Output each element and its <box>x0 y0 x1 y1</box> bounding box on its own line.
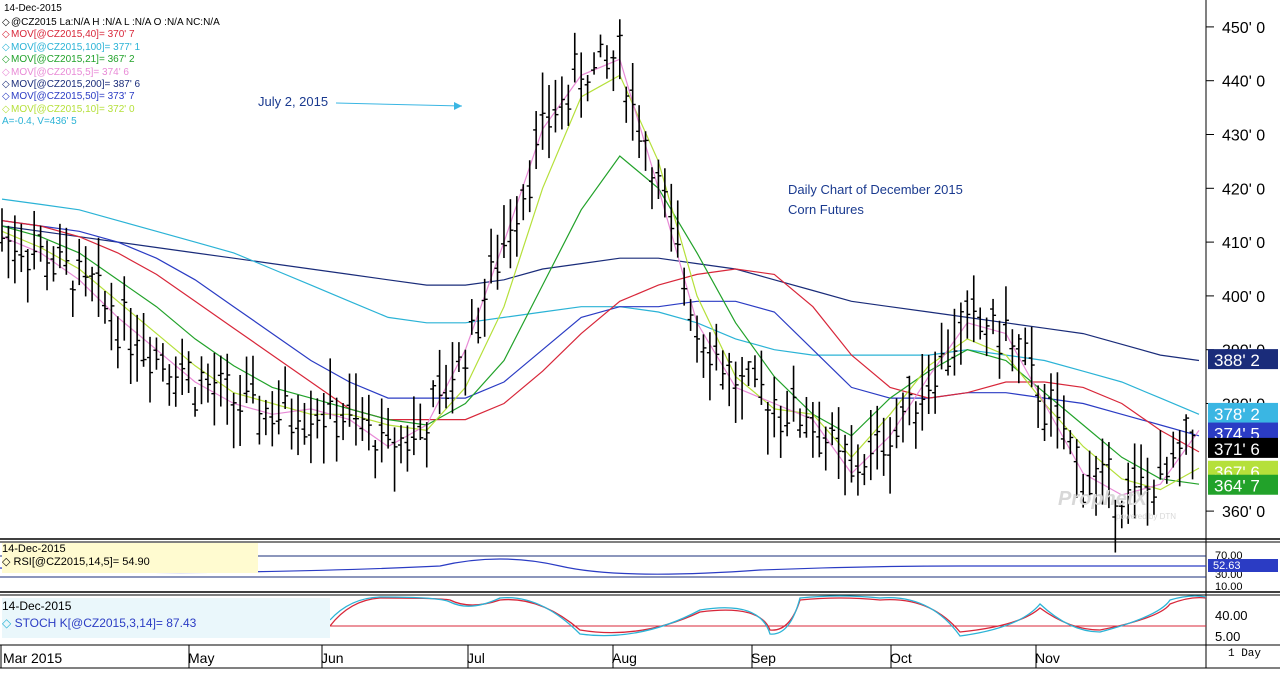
price-badge-label: 364' 7 <box>1214 477 1260 496</box>
timeframe-label[interactable]: 1 Day <box>1228 648 1262 660</box>
rsi-label[interactable]: ◇ RSI[@CZ2015,14,5]= 54.90 <box>2 556 258 569</box>
rsi-label-text: RSI[@CZ2015,14,5]= 54.90 <box>13 556 150 568</box>
month-label-mar: Mar 2015 <box>3 650 63 666</box>
chart-title-line1: Daily Chart of December 2015 <box>788 182 963 197</box>
price-badge-label: 378' 2 <box>1214 405 1260 424</box>
stoch-d-line <box>329 596 1207 634</box>
series-line-movcz201540 <box>1 220 1200 453</box>
rsi-axis-label: 10.00 <box>1215 581 1243 593</box>
arrow-annotation-label: July 2, 2015 <box>258 94 329 109</box>
month-label-jul: Jul <box>467 650 485 666</box>
watermark-logo: ProphetX <box>1058 488 1147 510</box>
legend-mov50[interactable]: MOV[@CZ2015,50]= 373' 7 <box>11 91 135 103</box>
price-tick-label: 440' 0 <box>1222 74 1265 91</box>
month-label-nov: Nov <box>1035 650 1060 666</box>
diamond-icon: ◇ <box>2 616 15 630</box>
price-tick-label: 360' 0 <box>1222 504 1265 521</box>
stoch-axis-label: 5.00 <box>1215 629 1240 644</box>
price-badge <box>1208 474 1278 495</box>
series-line-movcz201510 <box>1 74 1200 491</box>
diamond-icon: ◇ <box>2 41 10 53</box>
stoch-label[interactable]: ◇ STOCH K[@CZ2015,3,14]= 87.43 <box>2 615 330 632</box>
price-badge-label: 388' 2 <box>1214 351 1260 370</box>
rsi-label-box: 14-Dec-2015 ◇ RSI[@CZ2015,14,5]= 54.90 <box>2 543 258 573</box>
legend-mov40[interactable]: MOV[@CZ2015,40]= 370' 7 <box>11 29 135 41</box>
diamond-icon: ◇ <box>2 91 10 103</box>
legend-mov21[interactable]: MOV[@CZ2015,21]= 367' 2 <box>11 54 135 66</box>
price-tick-label: 430' 0 <box>1222 128 1265 145</box>
series-line-movcz201550 <box>1 220 1200 437</box>
month-label-oct: Oct <box>890 650 912 666</box>
price-badge <box>1208 349 1278 370</box>
price-tick-label: 450' 0 <box>1222 20 1265 37</box>
legend-mov5[interactable]: MOV[@CZ2015,5]= 374' 6 <box>11 66 129 78</box>
quote-line: @CZ2015 La:N/A H :N/A L :N/A O :N/A NC:N… <box>11 17 220 28</box>
stoch-axis-label: 40.00 <box>1215 608 1248 623</box>
chart-title: Daily Chart of December 2015 Corn Future… <box>788 180 963 220</box>
legend-footer: A=-0.4, V=436' 5 <box>2 116 77 128</box>
month-label-sep: Sep <box>751 650 776 666</box>
annotation-arrow <box>335 102 463 107</box>
month-label-jun: Jun <box>321 650 344 666</box>
diamond-icon: ◇ <box>2 79 10 91</box>
price-badge <box>1208 422 1278 443</box>
legend-mov100[interactable]: MOV[@CZ2015,100]= 377' 1 <box>11 41 141 53</box>
rsi-badge-label: 52.63 <box>1213 560 1241 572</box>
rsi-date: 14-Dec-2015 <box>2 543 66 555</box>
diamond-icon: ◇ <box>2 103 10 115</box>
diamond-icon: ◇ <box>2 17 10 28</box>
chart-date: 14-Dec-2015 <box>4 3 62 14</box>
diamond-icon: ◇ <box>2 54 10 66</box>
price-badge-label: 371' 6 <box>1214 440 1260 459</box>
stoch-label-text: STOCH K[@CZ2015,3,14]= 87.43 <box>14 616 197 630</box>
stoch-k-line <box>329 595 1207 637</box>
month-label-aug: Aug <box>612 650 637 666</box>
arrow-head-icon <box>454 102 462 110</box>
chart-title-line2: Corn Futures <box>788 202 864 217</box>
stoch-date: 14-Dec-2015 <box>2 599 72 613</box>
diamond-icon: ◇ <box>2 66 10 78</box>
series-line-movcz201521 <box>1 155 1200 485</box>
diamond-icon: ◇ <box>2 29 10 41</box>
indicator-legend: ◇@CZ2015 La:N/A H :N/A L :N/A O :N/A NC:… <box>2 17 220 129</box>
price-badge <box>1208 437 1278 458</box>
month-label-may: May <box>188 650 215 666</box>
diamond-icon: ◇ <box>2 556 14 568</box>
stoch-label-box: 14-Dec-2015 ◇ STOCH K[@CZ2015,3,14]= 87.… <box>2 598 330 638</box>
price-tick-label: 420' 0 <box>1222 181 1265 198</box>
price-tick-label: 410' 0 <box>1222 235 1265 252</box>
legend-mov200[interactable]: MOV[@CZ2015,200]= 387' 6 <box>11 79 141 91</box>
price-tick-label: 400' 0 <box>1222 289 1265 306</box>
rsi-badge <box>1208 559 1278 572</box>
legend-mov10[interactable]: MOV[@CZ2015,10]= 372' 0 <box>11 103 135 115</box>
price-badge <box>1208 402 1278 423</box>
watermark-sub: powered by DTN <box>1116 512 1177 521</box>
